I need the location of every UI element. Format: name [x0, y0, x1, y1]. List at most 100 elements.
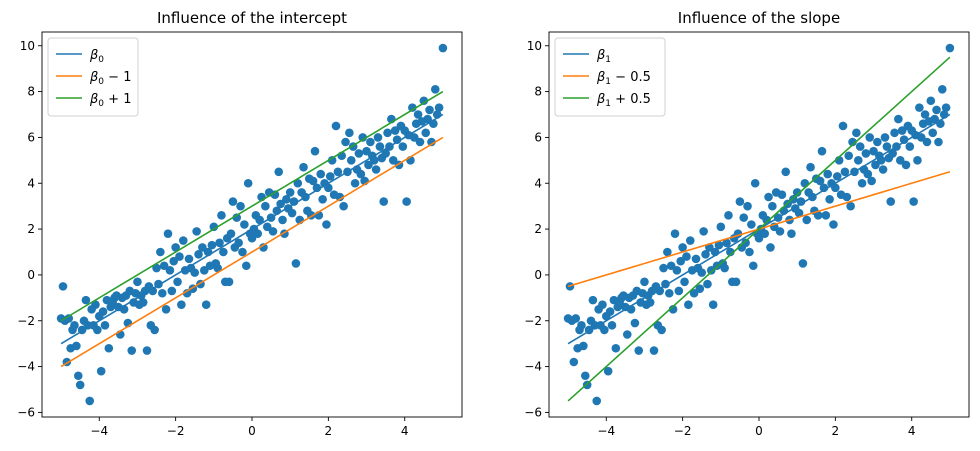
- scatter-point: [855, 142, 865, 151]
- scatter-point: [649, 346, 659, 355]
- scatter-point: [270, 190, 280, 200]
- scatter-point: [392, 135, 402, 145]
- scatter-point: [787, 229, 796, 238]
- scatter-point: [159, 261, 169, 271]
- scatter-point: [764, 192, 773, 202]
- scatter-point: [579, 341, 588, 351]
- scatter-point: [937, 84, 947, 94]
- scatter-point: [741, 238, 750, 248]
- y-tick-label: 4: [534, 176, 542, 190]
- scatter-point: [345, 128, 354, 138]
- scatter-point: [425, 105, 434, 115]
- scatter-point: [863, 169, 873, 179]
- scatter-point: [276, 199, 285, 209]
- scatter-point: [640, 277, 649, 287]
- scatter-point: [611, 343, 621, 353]
- chart-title: Influence of the intercept: [157, 9, 347, 27]
- series-line: [60, 90, 444, 322]
- scatter-point: [262, 222, 272, 232]
- scatter-point: [853, 156, 863, 165]
- scatter-point: [701, 249, 710, 259]
- y-tick-label: 0: [27, 268, 35, 282]
- scatter-point: [247, 233, 257, 243]
- scatter-point: [293, 178, 303, 188]
- scatter-point: [831, 183, 840, 193]
- legend-label: β1 + 0.5: [596, 92, 651, 109]
- y-tick-label: 4: [27, 176, 35, 190]
- scatter-point: [70, 321, 79, 330]
- scatter-point: [792, 188, 802, 197]
- scatter-point: [390, 126, 400, 135]
- scatter-point: [745, 247, 754, 257]
- scatter-point: [427, 137, 436, 147]
- scatter-point: [695, 284, 705, 293]
- scatter-point: [322, 220, 331, 229]
- scatter-point: [697, 268, 707, 277]
- scatter-point: [657, 325, 666, 335]
- scatter-point: [598, 300, 607, 310]
- scatter-point: [706, 266, 716, 275]
- scatter-point: [175, 252, 184, 261]
- scatter-point: [867, 176, 876, 186]
- scatter-point: [699, 227, 708, 236]
- scatter-point: [886, 197, 896, 206]
- scatter-point: [766, 243, 775, 252]
- scatter-point: [93, 325, 102, 335]
- scatter-point: [312, 183, 322, 193]
- scatter-point: [207, 240, 217, 250]
- y-tick-label: 10: [527, 39, 542, 53]
- scatter-point: [419, 96, 429, 106]
- scatter-point: [152, 263, 161, 273]
- scatter-point: [897, 126, 907, 135]
- legend-label: β1: [596, 48, 611, 65]
- scatter-point: [358, 133, 368, 142]
- scatter-point: [802, 215, 812, 225]
- x-tick-label: −4: [90, 424, 108, 438]
- scatter-point: [674, 286, 684, 296]
- scatter-point: [398, 142, 408, 151]
- scatter-point: [823, 169, 833, 179]
- scatter-point: [182, 288, 192, 298]
- scatter-point: [85, 396, 95, 406]
- scatter-point: [219, 247, 228, 257]
- scatter-point: [163, 229, 173, 238]
- scatter-point: [169, 256, 179, 266]
- scatter-point: [192, 227, 201, 236]
- scatter-point: [825, 194, 834, 204]
- scatter-point: [945, 43, 955, 53]
- scatter-point: [916, 133, 926, 142]
- scatter-point: [190, 268, 200, 277]
- y-tick-label: −6: [17, 405, 35, 419]
- scatter-point: [409, 133, 419, 142]
- scatter-point: [402, 197, 411, 206]
- scatter-point: [915, 103, 924, 112]
- scatter-point: [138, 298, 148, 307]
- scatter-point: [901, 160, 911, 170]
- scatter-point: [215, 238, 224, 248]
- scatter-point: [234, 238, 243, 248]
- scatter-point: [894, 114, 903, 124]
- scatter-point: [682, 252, 691, 261]
- scatter-point: [423, 114, 432, 124]
- scatter-point: [350, 178, 360, 188]
- scatter-point: [72, 341, 81, 351]
- scatter-point: [817, 146, 827, 156]
- y-tick-label: 8: [27, 85, 35, 99]
- y-tick-label: −2: [524, 314, 542, 328]
- scatter-point: [278, 215, 287, 225]
- scatter-point: [605, 307, 615, 316]
- scatter-point: [932, 105, 941, 115]
- scatter-point: [768, 201, 777, 211]
- x-tick-label: 0: [755, 424, 763, 438]
- scatter-point: [876, 156, 886, 165]
- legend-label: β0: [89, 48, 104, 65]
- scatter-point: [580, 371, 590, 381]
- scatter-point: [895, 156, 905, 165]
- y-tick-label: −4: [524, 360, 542, 374]
- scatter-point: [678, 243, 687, 252]
- scatter-point: [324, 183, 333, 193]
- x-tick-label: −2: [167, 424, 185, 438]
- scatter-point: [100, 321, 110, 330]
- scatter-point: [96, 366, 106, 376]
- scatter-point: [335, 192, 345, 202]
